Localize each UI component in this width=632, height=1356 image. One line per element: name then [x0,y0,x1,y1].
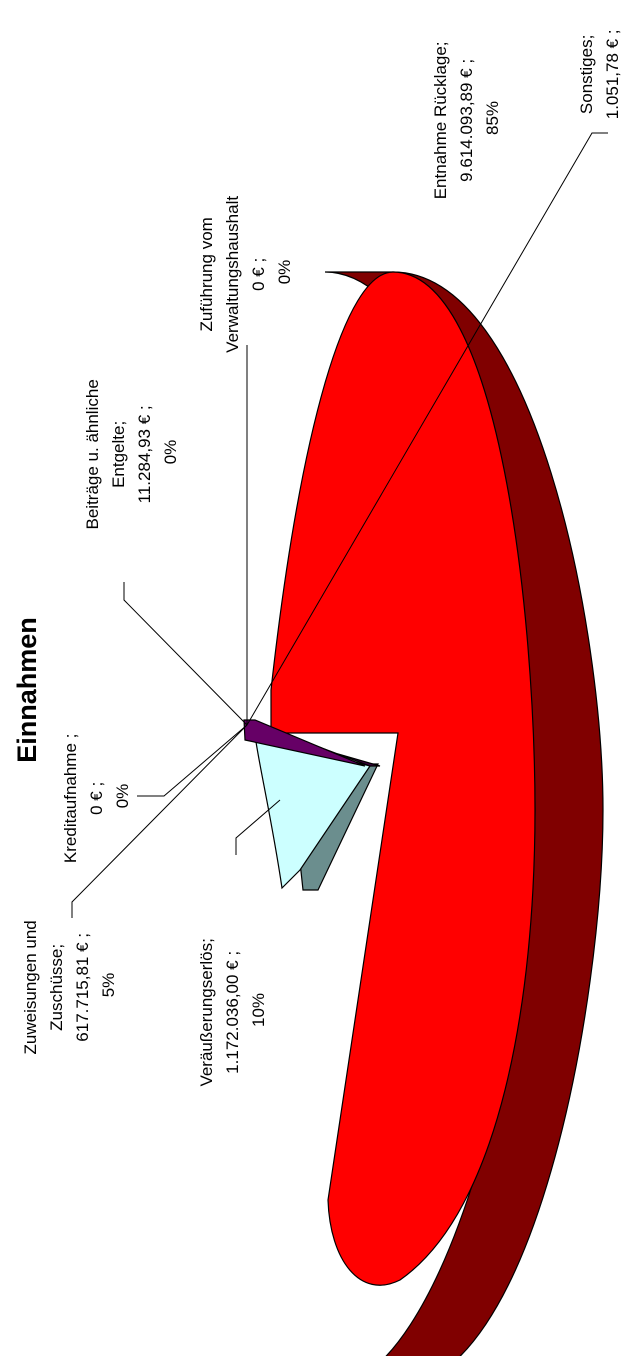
leader-lines [71,132,608,918]
chart-title: Einnahmen [12,617,42,763]
label-veraeusserung: Veräußerungserlös; 1.172.036,00 € ; 10% [197,933,268,1086]
label-entnahme: Entnahme Rücklage; 9.614.093,89 € ; 85% [431,37,502,200]
slice-entnahme [270,271,536,1286]
leader-zuweisungen [71,724,248,918]
leader-beitraege [123,582,248,726]
label-sonstiges: Sonstiges; 1.051,78 € ; 0% [577,25,632,120]
label-zuweisungen: Zuweisungen und Zuschüsse; 617.715,81 € … [21,916,118,1055]
leader-veraeusserung [235,799,281,855]
slice-tops [243,271,536,1286]
leader-kredit [137,724,248,797]
data-labels: Entnahme Rücklage; 9.614.093,89 € ; 85% … [21,25,632,1086]
leader-sonstiges [246,132,608,726]
label-kredit: Kreditaufnahme ; 0 € ; 0% [61,729,132,863]
label-beitraege: Beiträge u. ähnliche Entgelte; 11.284,93… [83,374,180,529]
label-zufuehrung: Zuführung vom Verwaltungshaushalt 0 € ; … [197,191,294,353]
